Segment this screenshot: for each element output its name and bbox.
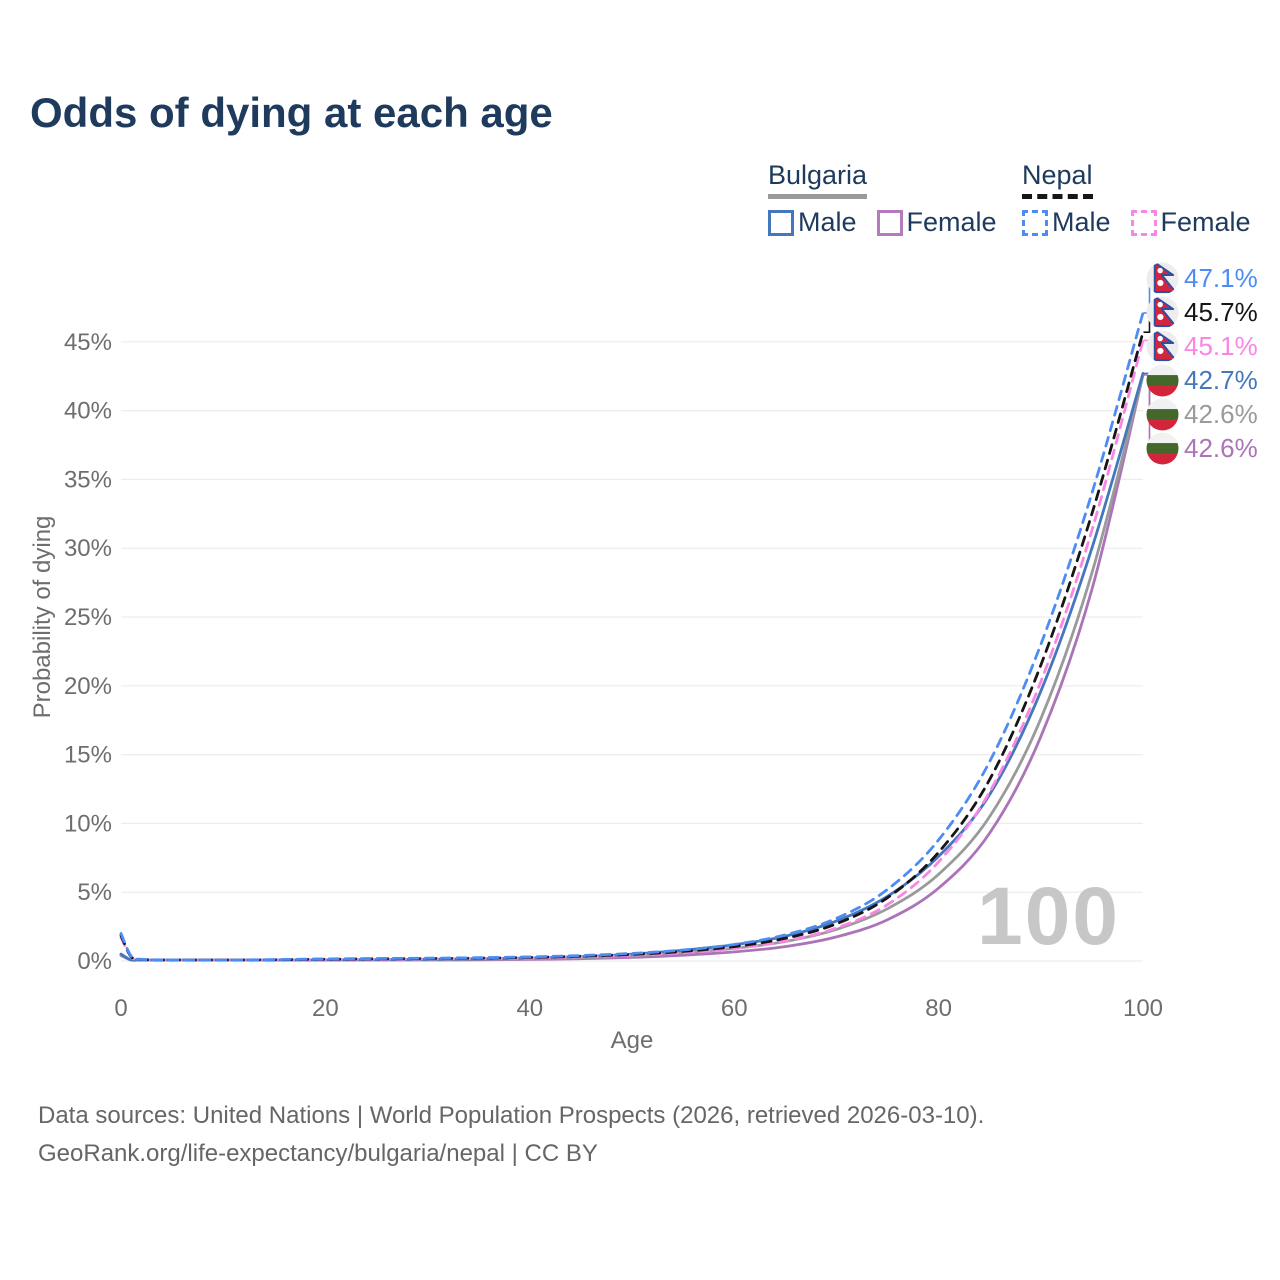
legend-swatch-icon: [768, 209, 794, 236]
y-axis-title: Probability of dying: [29, 516, 56, 719]
legend-country-text: Nepal: [1022, 160, 1093, 190]
legend-item-label: Female: [906, 207, 997, 237]
legend-swatch-icon: [1022, 209, 1048, 236]
y-tick-label: 40%: [64, 398, 112, 425]
series-line-nepal[interactable]: [119, 330, 1145, 962]
bulgaria-flag-icon: [1146, 397, 1179, 431]
legend-country-text: Bulgaria: [768, 160, 868, 190]
legend-group-nepal: Nepal Male Female: [1022, 160, 1251, 238]
age-indicator-watermark: 100: [977, 871, 1120, 962]
legend-country-label-bulgaria: Bulgaria: [768, 160, 868, 199]
chart-title: Odds of dying at each age: [30, 89, 553, 136]
y-tick-label: 15%: [64, 742, 112, 769]
legend-item-label: Male: [798, 207, 857, 237]
x-tick-label: 80: [925, 995, 952, 1022]
attribution-line: GeoRank.org/life-expectancy/bulgaria/nep…: [38, 1140, 598, 1167]
end-label-value: 42.7%: [1184, 364, 1258, 395]
nepal-flag-icon: [1146, 295, 1179, 329]
y-tick-label: 10%: [64, 810, 112, 837]
bulgaria-flag-icon: [1146, 431, 1179, 465]
legend-item-label: Male: [1052, 207, 1111, 237]
legend-swatch-icon: [876, 209, 903, 236]
end-label-bulgaria-male: 42.7%: [1146, 363, 1258, 397]
end-label-value: 45.7%: [1184, 296, 1258, 327]
x-tick-label: 60: [721, 995, 748, 1022]
y-tick-label: 5%: [77, 879, 112, 906]
nepal-flag-icon: [1146, 261, 1179, 295]
end-label-value: 42.6%: [1184, 398, 1258, 429]
chart-footer: Data sources: United Nations | World Pop…: [38, 1102, 984, 1178]
legend-line-style-sample: [768, 194, 868, 199]
series-line-nepal-male[interactable]: [119, 311, 1145, 962]
legend-item-nepal-female[interactable]: Female: [1130, 207, 1251, 238]
legend-item-label: Female: [1160, 207, 1251, 237]
x-tick-label: 20: [312, 995, 339, 1022]
x-tick-label: 100: [1123, 995, 1163, 1022]
y-tick-label: 0%: [77, 948, 112, 975]
end-label-nepal-male: 47.1%: [1146, 261, 1258, 295]
end-label-bulgaria: 42.6%: [1146, 397, 1258, 431]
legend-line-style-sample: [1022, 194, 1093, 199]
x-tick-label: 0: [114, 995, 127, 1022]
legend-item-bulgaria-male[interactable]: Male: [768, 207, 857, 238]
y-tick-label: 30%: [64, 535, 112, 562]
end-label-nepal-female: 45.1%: [1146, 329, 1258, 363]
x-axis-title: Age: [611, 1027, 654, 1054]
legend-group-bulgaria: Bulgaria Male Female: [768, 160, 997, 238]
series-line-nepal-female[interactable]: [119, 339, 1145, 962]
legend-item-bulgaria-female[interactable]: Female: [876, 207, 997, 238]
y-tick-label: 25%: [64, 604, 112, 631]
y-tick-label: 45%: [64, 329, 112, 356]
chart-legend: Bulgaria Male Female Nepal Male Female: [0, 0, 1280, 260]
data-sources-line: Data sources: United Nations | World Pop…: [38, 1102, 985, 1129]
end-label-value: 47.1%: [1184, 262, 1258, 293]
end-label-value: 45.1%: [1184, 330, 1258, 361]
end-label-bulgaria-female: 42.6%: [1146, 431, 1258, 465]
legend-swatch-icon: [1130, 209, 1157, 236]
y-tick-label: 35%: [64, 466, 112, 493]
end-label-nepal: 45.7%: [1146, 295, 1258, 329]
end-label-value: 42.6%: [1184, 432, 1258, 463]
y-tick-label: 20%: [64, 673, 112, 700]
legend-country-label-nepal: Nepal: [1022, 160, 1093, 199]
nepal-flag-icon: [1146, 329, 1179, 363]
x-tick-label: 40: [516, 995, 543, 1022]
bulgaria-flag-icon: [1146, 363, 1179, 397]
legend-item-nepal-male[interactable]: Male: [1022, 207, 1111, 238]
